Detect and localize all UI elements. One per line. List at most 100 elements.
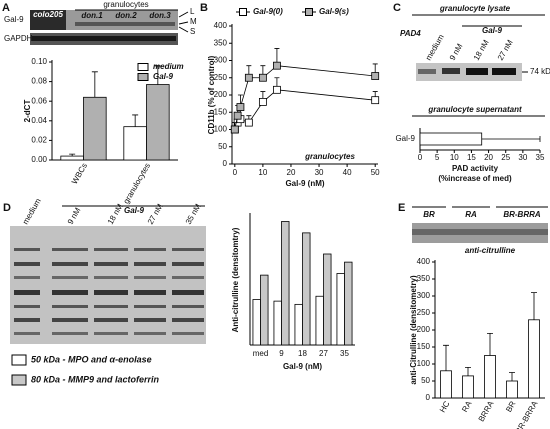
blot-band bbox=[14, 248, 40, 251]
bar bbox=[315, 295, 324, 346]
blot-band bbox=[52, 290, 88, 295]
error-bar bbox=[91, 71, 98, 98]
blot-e: BR RA BR-BRRA anti-citrulline bbox=[412, 206, 548, 255]
bar bbox=[146, 84, 170, 161]
legend-label: Gal-9(0) bbox=[253, 7, 283, 16]
blot-band bbox=[14, 318, 40, 322]
blot-band bbox=[52, 248, 88, 251]
x-axis-label: (%increase of med) bbox=[438, 174, 512, 183]
bar bbox=[336, 273, 345, 346]
blot-band bbox=[442, 68, 460, 74]
legend-label: Gal-9(s) bbox=[319, 7, 349, 16]
y-tick-label: 300 bbox=[214, 56, 228, 65]
x-tick-label: 40 bbox=[343, 168, 352, 177]
blot-band bbox=[172, 305, 204, 308]
error-bar bbox=[487, 333, 493, 356]
x-axis-label: Gal-9 (nM) bbox=[285, 179, 324, 188]
y-tick-label: 100 bbox=[417, 359, 431, 368]
row-label: Gal-9 bbox=[4, 15, 24, 24]
bar bbox=[484, 355, 496, 399]
y-axis-label: anti-Citrulline (densitometry) bbox=[409, 275, 418, 385]
x-tick-label: 27 bbox=[319, 349, 328, 358]
marker bbox=[244, 118, 253, 127]
blot-band bbox=[466, 68, 488, 75]
blot-band bbox=[418, 69, 436, 74]
blot-band bbox=[14, 305, 40, 308]
y-tick-label: 150 bbox=[417, 342, 431, 351]
legend-label: medium bbox=[153, 62, 184, 71]
blot-band bbox=[52, 305, 88, 308]
blot-band bbox=[412, 229, 548, 235]
marker bbox=[233, 111, 242, 120]
marker bbox=[273, 61, 281, 70]
blot-band bbox=[172, 290, 204, 295]
group-label: Gal-9 bbox=[482, 26, 503, 35]
marker-label: M bbox=[190, 17, 197, 26]
lane-label: don.2 bbox=[115, 11, 137, 20]
x-tick-label: 15 bbox=[467, 153, 476, 162]
blot-band bbox=[172, 318, 204, 322]
lane-label: medium bbox=[21, 197, 43, 226]
blot-band bbox=[14, 290, 40, 295]
x-tick-label: 0 bbox=[233, 168, 238, 177]
y-tick-label: 100 bbox=[214, 125, 228, 134]
x-tick-label: HC bbox=[438, 399, 452, 414]
y-tick-label: 0 bbox=[223, 159, 228, 168]
blot-band bbox=[134, 332, 166, 335]
blot-band bbox=[14, 332, 40, 335]
bar bbox=[344, 261, 353, 346]
legend-label: Gal-9 bbox=[153, 72, 174, 81]
bar bbox=[60, 155, 84, 161]
bar bbox=[294, 303, 303, 346]
panel-label: B bbox=[200, 2, 208, 14]
blot-a: granulocytes colo205 don.1 don.2 don.3 G… bbox=[4, 0, 197, 45]
bar bbox=[281, 221, 290, 346]
blot-band bbox=[492, 68, 516, 75]
x-tick-label: 35 bbox=[340, 349, 349, 358]
bar bbox=[506, 380, 518, 399]
y-tick-label: 300 bbox=[417, 291, 431, 300]
blot-band bbox=[134, 262, 166, 266]
x-tick-label: 50 bbox=[371, 168, 380, 177]
marker bbox=[371, 96, 380, 105]
x-tick-label: 10 bbox=[258, 168, 267, 177]
blot-band bbox=[52, 262, 88, 266]
bar bbox=[528, 319, 540, 399]
legend-swatch bbox=[137, 63, 149, 71]
x-tick-label: 5 bbox=[435, 153, 440, 162]
x-axis-label: PAD activity bbox=[452, 164, 499, 173]
blot-band bbox=[75, 22, 175, 26]
marker bbox=[244, 73, 253, 82]
legend-swatch bbox=[11, 354, 27, 366]
marker bbox=[258, 98, 267, 106]
legend-swatch bbox=[239, 8, 247, 16]
blot-band bbox=[94, 262, 128, 266]
y-tick-label: 0.04 bbox=[31, 116, 47, 125]
chart-title: granulocyte supernatant bbox=[427, 105, 522, 114]
marker bbox=[371, 72, 380, 80]
error-bar bbox=[154, 65, 161, 85]
row-label: GAPDH bbox=[4, 34, 33, 43]
bar bbox=[419, 132, 483, 146]
blot-band bbox=[134, 276, 166, 279]
blot-band bbox=[172, 262, 204, 266]
blot-band bbox=[172, 276, 204, 279]
lane-label: medium bbox=[424, 33, 446, 62]
y-tick-label: 350 bbox=[417, 274, 431, 283]
blot-band bbox=[172, 248, 204, 251]
size-label: 74 kDa bbox=[530, 67, 550, 76]
blot-band bbox=[14, 276, 40, 279]
y-tick-label: 200 bbox=[214, 90, 228, 99]
x-tick-label: 18 bbox=[298, 349, 307, 358]
bar bbox=[252, 299, 261, 346]
error-bar bbox=[132, 114, 139, 127]
y-tick-label: 0 bbox=[426, 393, 431, 402]
bar bbox=[302, 232, 311, 346]
marker bbox=[258, 73, 267, 82]
y-tick-label: 250 bbox=[214, 73, 228, 82]
series-line bbox=[234, 89, 376, 130]
marker bbox=[230, 125, 239, 134]
marker-label: S bbox=[190, 27, 195, 36]
y-axis-label: CD11b (% of control) bbox=[207, 55, 216, 134]
y-tick-label: 0.00 bbox=[31, 155, 47, 164]
